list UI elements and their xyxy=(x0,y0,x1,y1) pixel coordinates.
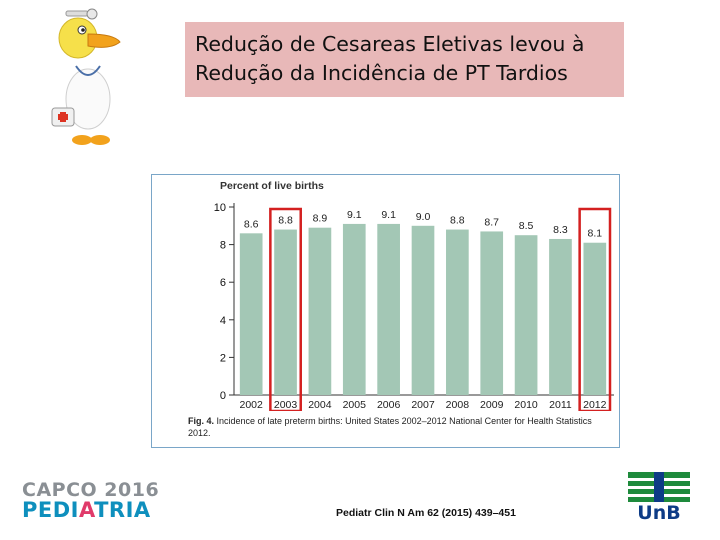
x-tick-label-2010: 2010 xyxy=(514,399,538,411)
bar-2006 xyxy=(377,223,400,395)
unb-logo-text-a: Un xyxy=(637,502,667,524)
capco-pediatria-logo: CAPCO 2016 PEDIATRIA xyxy=(22,480,172,524)
data-label-2012: 8.1 xyxy=(588,228,603,240)
figure-caption-label: Fig. 4. xyxy=(188,416,215,426)
figure-caption: Fig. 4. Incidence of late preterm births… xyxy=(188,415,616,439)
y-tick-label: 6 xyxy=(220,277,226,289)
data-label-2007: 9.0 xyxy=(416,211,431,223)
highlight-box-2012 xyxy=(578,207,612,411)
slide-title-line-1: Redução de Cesareas Eletivas levou à xyxy=(195,32,585,56)
figure-panel: Percent of live births 0 2 4 6 8 10 8.6 2002 8.8 2… xyxy=(151,174,620,448)
data-label-2006: 9.1 xyxy=(381,209,396,221)
y-tick-label: 10 xyxy=(214,202,226,214)
capco-logo-line-2: PEDIATRIA xyxy=(22,498,172,522)
y-tick-label: 8 xyxy=(220,240,226,252)
data-label-2010: 8.5 xyxy=(519,220,534,232)
bar-2010 xyxy=(514,235,538,395)
doctor-duck-icon xyxy=(51,8,121,145)
bar-2002 xyxy=(239,233,263,395)
data-label-2004: 8.9 xyxy=(313,213,328,225)
unb-logo-text: UnB xyxy=(628,502,690,524)
capco-logo-part-1: PEDI xyxy=(22,498,79,522)
data-label-2005: 9.1 xyxy=(347,209,362,221)
bar-2005 xyxy=(342,223,366,395)
x-tick-label-2009: 2009 xyxy=(480,399,504,411)
capco-logo-line-1: CAPCO 2016 xyxy=(22,479,160,501)
x-tick-label-2008: 2008 xyxy=(446,399,470,411)
citation-reference: Pediatr Clin N Am 62 (2015) 439–451 xyxy=(336,507,516,519)
slide-title-line-2: Redução da Incidência de PT Tardios xyxy=(195,61,568,85)
unb-logo-mark-icon xyxy=(628,472,690,502)
y-axis-label: Percent of live births xyxy=(220,180,324,192)
bar-chart: Percent of live births 0 2 4 6 8 10 8.6 2002 8.8 2… xyxy=(214,180,614,411)
bar-2004 xyxy=(308,227,332,395)
bar-2012 xyxy=(583,242,607,395)
x-tick-label-2006: 2006 xyxy=(377,399,401,411)
x-tick-label-2002: 2002 xyxy=(240,399,264,411)
data-label-2003: 8.8 xyxy=(278,215,293,227)
x-tick-label-2007: 2007 xyxy=(411,399,435,411)
data-label-2002: 8.6 xyxy=(244,218,259,230)
unb-logo-text-b: B xyxy=(666,502,681,524)
data-label-2009: 8.7 xyxy=(484,216,499,228)
capco-logo-part-3: TRIA xyxy=(94,498,151,522)
highlight-box-2003 xyxy=(269,207,302,411)
bar-2008 xyxy=(446,229,469,395)
unb-logo: UnB xyxy=(628,472,690,524)
x-tick-label-2012: 2012 xyxy=(583,399,607,411)
bar-2003 xyxy=(274,229,297,395)
figure-caption-text: Incidence of late preterm births: United… xyxy=(188,416,592,438)
x-tick-label-2004: 2004 xyxy=(308,399,332,411)
x-tick-label-2011: 2011 xyxy=(549,399,572,411)
slide-title: Redução de Cesareas Eletivas levou à Red… xyxy=(185,22,624,97)
bar-2007 xyxy=(411,225,435,395)
data-label-2011: 8.3 xyxy=(553,224,568,236)
data-label-2008: 8.8 xyxy=(450,215,465,227)
y-tick-label: 4 xyxy=(220,315,226,327)
y-tick-label: 0 xyxy=(220,390,226,402)
bar-2009 xyxy=(480,231,504,395)
bar-2011 xyxy=(549,238,572,395)
x-tick-label-2005: 2005 xyxy=(343,399,367,411)
capco-logo-part-2: A xyxy=(78,498,95,522)
y-tick-label: 2 xyxy=(220,352,226,364)
x-tick-label-2003: 2003 xyxy=(274,399,298,411)
